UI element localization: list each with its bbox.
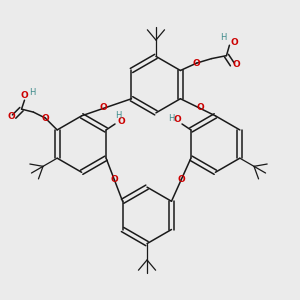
Text: H: H (115, 111, 121, 120)
Text: O: O (7, 112, 15, 121)
Text: O: O (100, 103, 107, 112)
Text: H: H (168, 113, 175, 122)
Text: O: O (174, 115, 182, 124)
Text: O: O (197, 103, 205, 112)
Text: H: H (29, 88, 35, 97)
Text: O: O (177, 175, 185, 184)
Text: O: O (117, 116, 125, 125)
Text: O: O (21, 91, 28, 100)
Text: O: O (230, 38, 238, 47)
Text: H: H (220, 33, 227, 42)
Text: O: O (110, 175, 118, 184)
Text: O: O (41, 113, 49, 122)
Text: O: O (193, 58, 201, 68)
Text: O: O (233, 60, 241, 69)
